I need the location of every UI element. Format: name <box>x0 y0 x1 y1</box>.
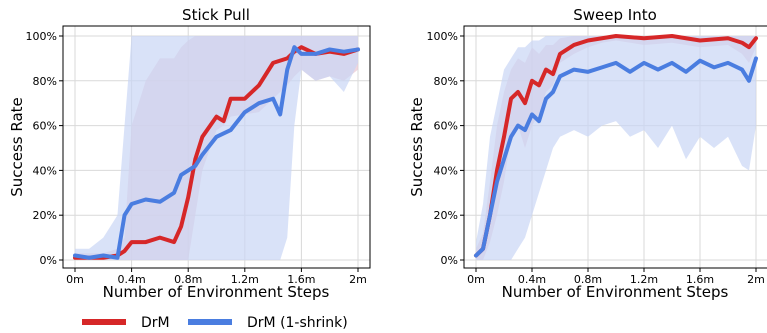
y-tick-label: 80% <box>33 75 57 88</box>
chart-title: Stick Pull <box>182 6 250 24</box>
y-tick-label: 20% <box>434 209 458 222</box>
legend: DrM DrM (1-shrink) <box>82 315 348 331</box>
x-tick-label: 1.6m <box>287 273 315 286</box>
y-axis-label: Success Rate <box>8 97 26 197</box>
x-tick-label: 0m <box>66 273 84 286</box>
series-line-shrink <box>73 45 360 260</box>
x-tick-label: 2m <box>747 273 765 286</box>
y-tick-label: 60% <box>33 120 57 133</box>
y-tick-label: 20% <box>33 209 57 222</box>
y-tick-label: 0% <box>40 254 57 267</box>
series-line-shrink <box>474 56 758 258</box>
chart-title: Sweep Into <box>573 6 657 24</box>
y-tick-label: 60% <box>434 120 458 133</box>
confidence-band-shrink <box>476 36 756 260</box>
y-tick-label: 80% <box>434 75 458 88</box>
x-tick-label: 0.8m <box>574 273 602 286</box>
legend-label-shrink: DrM (1-shrink) <box>247 315 348 331</box>
chart-sweep-into: 0m 0.4m 0.8m 1.2m 1.6m 2m 0% 20% 40% 60% 80% 100% Sw… <box>408 6 767 301</box>
y-tick-label: 100% <box>427 30 458 43</box>
legend-label-drm: DrM <box>141 315 170 331</box>
x-tick-label: 2m <box>349 273 367 286</box>
y-axis-label: Success Rate <box>408 97 426 197</box>
chart-stick-pull: 0m 0.4m 0.8m 1.2m 1.6m 2m 0% 20% 40% 60% 80% 100% St… <box>8 6 371 301</box>
x-axis-label: Number of Environment Steps <box>103 283 330 301</box>
x-tick-label: 0.4m <box>117 273 145 286</box>
y-tick-label: 40% <box>33 164 57 177</box>
confidence-band-shrink <box>75 36 358 260</box>
y-tick-label: 0% <box>441 254 458 267</box>
x-tick-label: 0m <box>467 273 485 286</box>
plot-frame <box>463 25 767 269</box>
series-line-drm <box>73 45 360 260</box>
x-tick-label: 0.8m <box>174 273 202 286</box>
series-line-drm <box>474 34 758 258</box>
x-tick-label: 0.4m <box>518 273 546 286</box>
x-axis-label: Number of Environment Steps <box>502 283 729 301</box>
plot-frame <box>62 25 371 269</box>
y-tick-label: 40% <box>434 164 458 177</box>
x-tick-label: 1.6m <box>686 273 714 286</box>
x-tick-label: 1.2m <box>630 273 658 286</box>
x-tick-label: 1.2m <box>231 273 259 286</box>
y-tick-label: 100% <box>26 30 57 43</box>
